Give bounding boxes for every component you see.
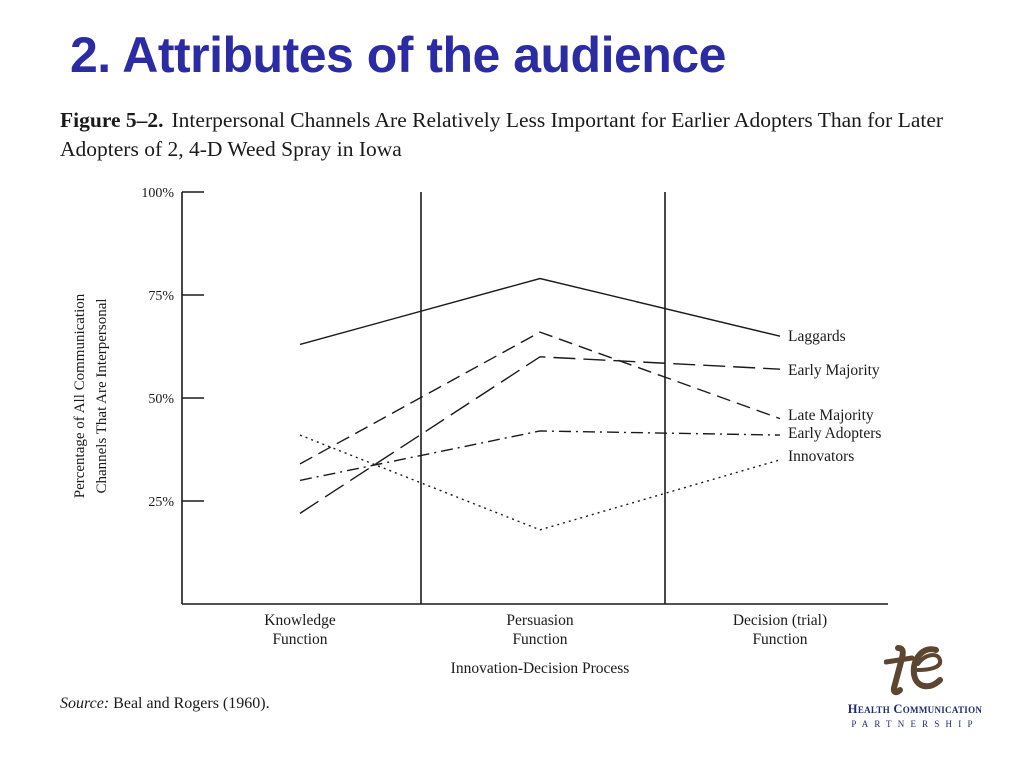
source-text: Beal and Rogers (1960). (113, 695, 270, 712)
hcp-logo-subtitle: PARTNERSHIP (851, 719, 979, 729)
y-tick-label: 75% (148, 289, 174, 304)
x-category-label: Decision (trial) (733, 612, 827, 629)
series-line-late-majority (299, 331, 781, 465)
series-line-early-adopters (299, 430, 781, 482)
series-lines (299, 277, 781, 531)
x-categories: Knowledge Function Persuasion Function Decis… (264, 612, 827, 648)
figure-caption: Figure 5–2. Interpersonal Channels Are Re… (60, 106, 960, 164)
y-tick-label: 25% (148, 495, 174, 510)
x-category-label: Function (752, 631, 807, 648)
x-category-label: Function (272, 631, 327, 648)
series-label-early-adopters: Early Adopters (788, 425, 881, 442)
y-ticks: 25% 50% 75% 100% (141, 186, 204, 510)
x-category-label: Persuasion (506, 612, 573, 629)
y-tick-label: 100% (141, 186, 174, 201)
x-category-label: Function (512, 631, 567, 648)
y-axis-label-line-1: Percentage of All Communication (72, 293, 88, 498)
hcp-logo: Health Communication PARTNERSHIP (830, 640, 1000, 735)
series-label-innovators: Innovators (788, 448, 854, 465)
series-label-late-majority: Late Majority (788, 407, 874, 424)
x-axis-label: Innovation-Decision Process (451, 660, 630, 677)
figure-number: Figure 5–2. (60, 108, 164, 132)
y-axis-label-group: Percentage of All Communication Channels… (72, 293, 110, 498)
series-label-early-majority: Early Majority (788, 362, 880, 379)
y-tick-label: 50% (148, 392, 174, 407)
hcp-logo-mark-icon (884, 645, 943, 696)
series-line-laggards (299, 277, 781, 346)
source-citation: Source: Beal and Rogers (1960). (60, 695, 270, 713)
figure-caption-text: Interpersonal Channels Are Relatively Le… (60, 108, 944, 161)
y-axis-label-line-2: Channels That Are Interpersonal (94, 298, 110, 493)
chart-axes (181, 192, 888, 605)
series-labels: Laggards Early Majority Late MajorityEarly… (788, 328, 881, 465)
source-label: Source: (60, 695, 110, 712)
x-category-label: Knowledge (264, 612, 336, 629)
series-label-laggards: Laggards (788, 328, 846, 345)
slide-title: 2. Attributes of the audience (70, 27, 726, 83)
series-line-innovators (299, 434, 781, 531)
hcp-logo-name: Health Communication (847, 702, 983, 716)
series-line-early-majority (299, 356, 781, 514)
